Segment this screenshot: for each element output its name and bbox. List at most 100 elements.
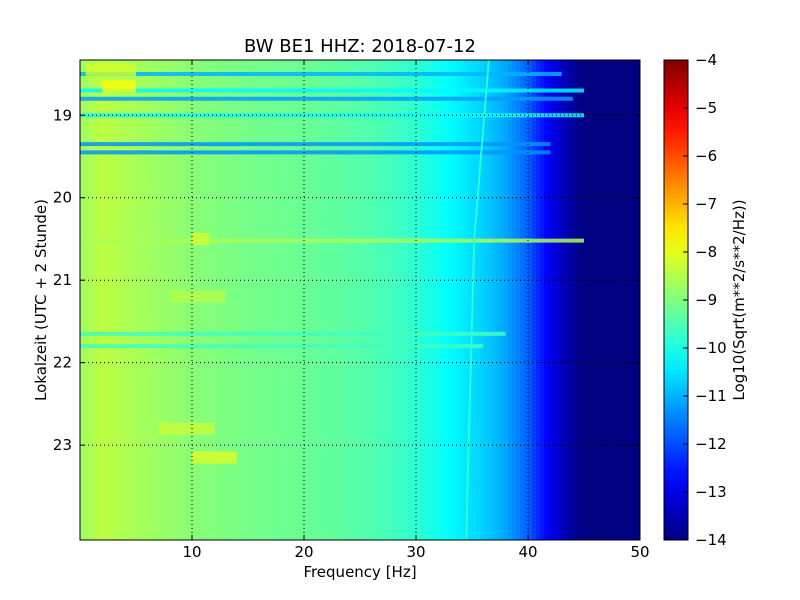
y-tick-label: 19	[53, 106, 72, 124]
colorbar: −4 −5 −6 −7 −8 −9 −10 −11 −12 −13 −14 Log10(Sqrt(m…	[663, 51, 748, 549]
spectrogram-column	[348, 60, 353, 540]
spectral-line	[80, 96, 573, 101]
spectrogram-column	[128, 60, 133, 540]
spectral-line	[80, 150, 551, 155]
spectrogram-column	[576, 60, 581, 540]
spectrogram-column	[280, 60, 285, 540]
spectrogram-column	[376, 60, 381, 540]
chart-title: BW BE1 HHZ: 2018-07-12	[244, 36, 476, 57]
colorbar-tick-label: −6	[695, 147, 717, 165]
spectrogram-column	[228, 60, 233, 540]
spectrogram-column	[564, 60, 569, 540]
spectrogram-column	[536, 60, 541, 540]
spectrogram-column	[292, 60, 297, 540]
spectrogram-column	[300, 60, 305, 540]
spectrogram-column	[608, 60, 613, 540]
spectrogram-column	[428, 60, 433, 540]
spectrogram-column	[548, 60, 553, 540]
colorbar-tick-label: −8	[695, 243, 717, 261]
colorbar-tick-label: −7	[695, 195, 717, 213]
colorbar-tick-label: −11	[695, 387, 727, 405]
spectrogram-column	[476, 60, 481, 540]
spectrogram-column	[508, 60, 513, 540]
hot-spot	[85, 63, 136, 76]
hot-spot	[192, 451, 237, 464]
spectrogram-column	[472, 60, 477, 540]
y-tick-label: 22	[53, 354, 72, 372]
spectrogram-column	[408, 60, 413, 540]
spectrogram-column	[588, 60, 593, 540]
spectrogram-column	[404, 60, 409, 540]
spectrogram-column	[268, 60, 273, 540]
spectrogram-column	[156, 60, 161, 540]
x-axis-ticks: 10 20 30 40 50	[182, 60, 650, 561]
spectrogram-column	[236, 60, 241, 540]
spectrogram-column	[600, 60, 605, 540]
x-tick-label: 30	[406, 543, 425, 561]
colorbar-tick-label: −10	[695, 339, 727, 357]
spectrogram-column	[496, 60, 501, 540]
hot-spot	[158, 422, 215, 435]
spectrogram-column	[492, 60, 497, 540]
spectrogram-column	[544, 60, 549, 540]
spectrogram-column	[232, 60, 237, 540]
spectral-line	[80, 142, 551, 147]
spectrogram-column	[224, 60, 229, 540]
spectrogram-column	[452, 60, 457, 540]
colorbar-ticks: −4 −5 −6 −7 −8 −9 −10 −11 −12 −13 −14	[683, 51, 727, 549]
y-tick-label: 21	[53, 271, 72, 289]
spectrogram-column	[556, 60, 561, 540]
spectrogram-column	[460, 60, 465, 540]
spectrogram-column	[320, 60, 325, 540]
spectrogram-column	[632, 60, 637, 540]
spectrogram-column	[516, 60, 521, 540]
spectrogram-column	[252, 60, 257, 540]
spectrogram-column	[512, 60, 517, 540]
spectrogram-column	[560, 60, 565, 540]
spectrogram-column	[364, 60, 369, 540]
spectrogram-column	[276, 60, 281, 540]
spectrogram-column	[412, 60, 417, 540]
spectrogram-column	[616, 60, 621, 540]
spectrogram-column	[120, 60, 125, 540]
spectrogram-column	[104, 60, 109, 540]
spectrogram-column	[328, 60, 333, 540]
spectrogram-column	[468, 60, 473, 540]
spectrogram-column	[620, 60, 625, 540]
spectrogram-heatmap	[80, 60, 640, 540]
spectrogram-column	[532, 60, 537, 540]
spectrogram-column	[288, 60, 293, 540]
spectrogram-column	[108, 60, 113, 540]
spectrogram-column	[484, 60, 489, 540]
spectrogram-column	[100, 60, 105, 540]
hot-spot	[169, 290, 226, 303]
spectrogram-column	[344, 60, 349, 540]
colorbar-tick-label: −5	[695, 99, 717, 117]
spectrogram-column	[80, 60, 85, 540]
spectrogram-column	[396, 60, 401, 540]
spectrogram-column	[240, 60, 245, 540]
spectral-line	[80, 344, 484, 349]
x-tick-label: 10	[182, 543, 201, 561]
spectrogram-column	[124, 60, 129, 540]
colorbar-tick-label: −9	[695, 291, 717, 309]
spectrogram-column	[500, 60, 505, 540]
spectral-line	[80, 72, 562, 77]
plot-grid	[80, 60, 640, 540]
spectrogram-column	[308, 60, 313, 540]
spectrogram-column	[304, 60, 309, 540]
plot-frame	[79, 59, 641, 541]
spectral-line	[80, 238, 584, 243]
spectrogram-column	[360, 60, 365, 540]
spectrogram-column	[480, 60, 485, 540]
spectrogram-column	[352, 60, 357, 540]
spectrogram-column	[540, 60, 545, 540]
spectrogram-column	[372, 60, 377, 540]
hot-spot	[102, 80, 136, 93]
spectrogram-column	[584, 60, 589, 540]
spectrogram-column	[524, 60, 529, 540]
spectrogram-column	[592, 60, 597, 540]
colorbar-tick-label: −4	[695, 51, 717, 69]
spectrogram-column	[520, 60, 525, 540]
